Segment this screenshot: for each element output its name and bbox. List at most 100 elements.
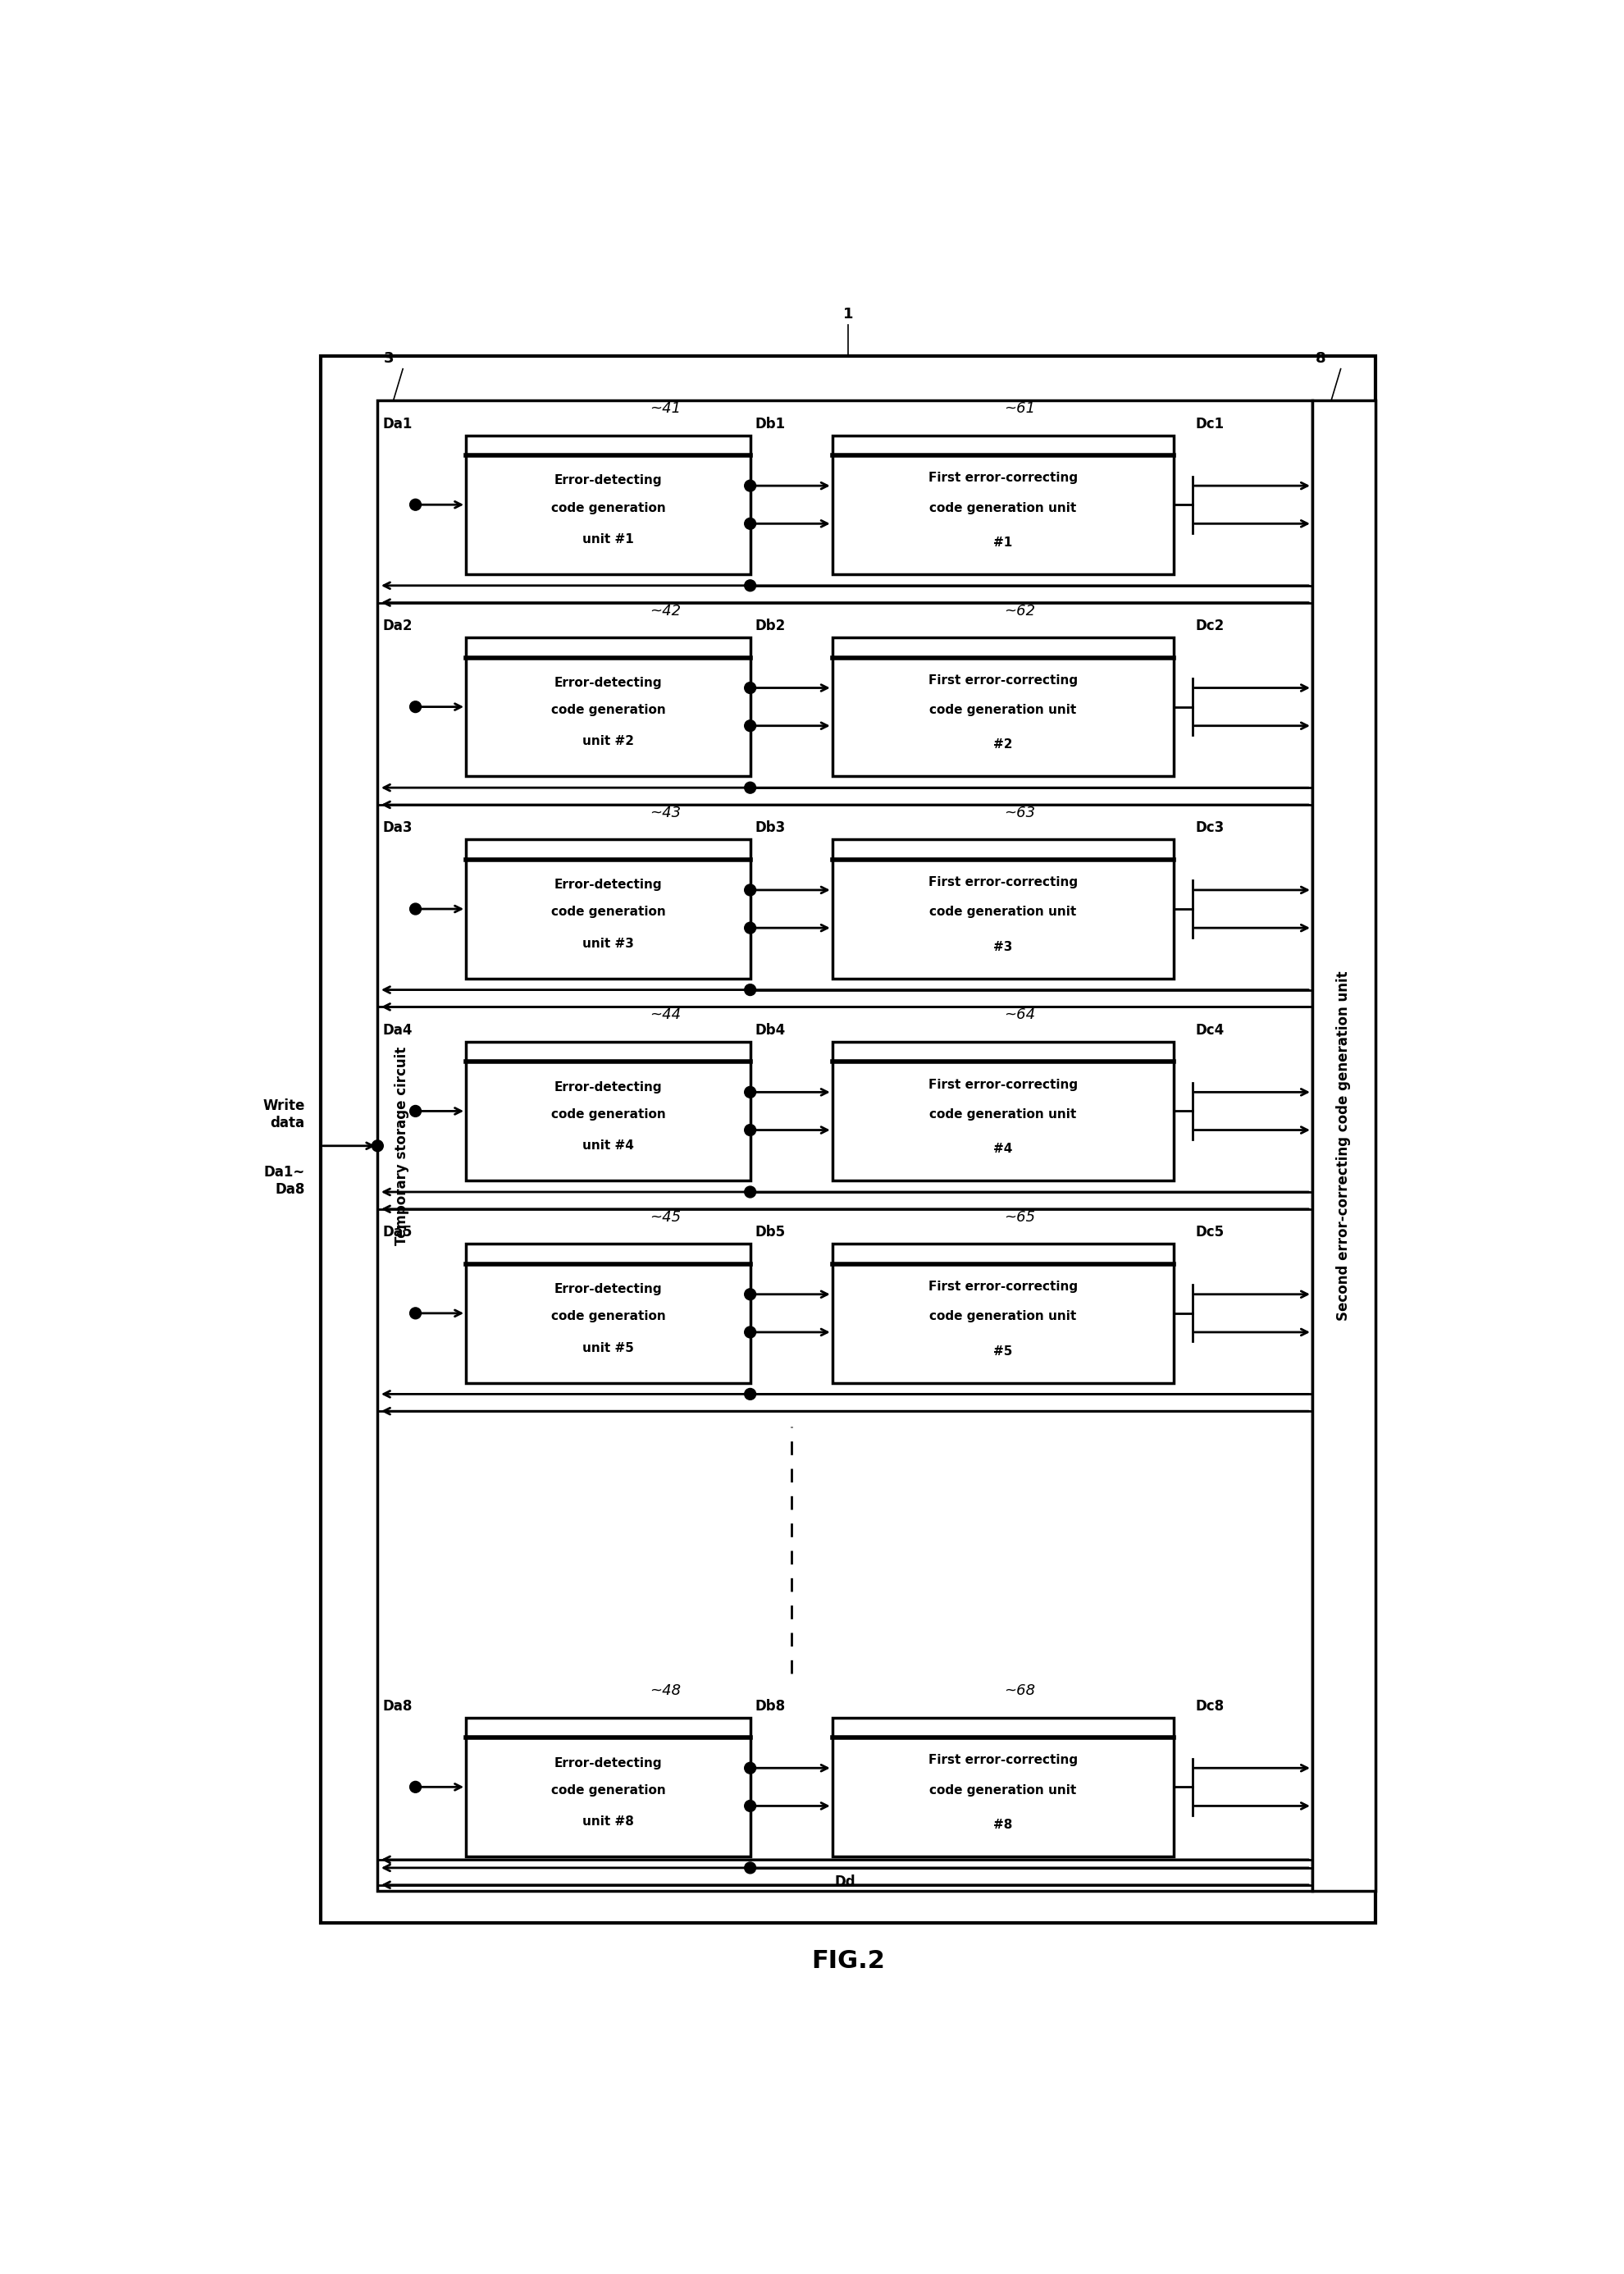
Bar — [466, 1717, 750, 1856]
Text: Db1: Db1 — [755, 416, 786, 432]
Text: ~63: ~63 — [1004, 805, 1036, 821]
Text: 8: 8 — [1315, 350, 1325, 366]
Text: unit #8: unit #8 — [583, 1815, 633, 1828]
Text: First error-correcting: First error-correcting — [929, 1280, 1077, 1294]
Text: Da5: Da5 — [383, 1226, 412, 1239]
Circle shape — [744, 682, 755, 694]
Circle shape — [409, 700, 421, 712]
Text: Error-detecting: Error-detecting — [554, 475, 663, 487]
Text: Da1: Da1 — [383, 416, 412, 432]
Text: code generation unit: code generation unit — [929, 503, 1077, 514]
Text: code generation: code generation — [551, 1785, 666, 1796]
Text: ~48: ~48 — [650, 1683, 680, 1699]
Text: Db8: Db8 — [755, 1699, 786, 1715]
Bar — [833, 434, 1174, 573]
Circle shape — [744, 1801, 755, 1812]
Text: unit #5: unit #5 — [583, 1342, 633, 1353]
Text: Dc1: Dc1 — [1195, 416, 1224, 432]
Text: Dc5: Dc5 — [1195, 1226, 1224, 1239]
Bar — [466, 1041, 750, 1180]
Text: unit #4: unit #4 — [583, 1139, 633, 1153]
Bar — [1312, 400, 1376, 1892]
Circle shape — [744, 1187, 755, 1198]
Text: FIG.2: FIG.2 — [812, 1949, 885, 1972]
Text: unit #2: unit #2 — [583, 735, 633, 748]
Text: Da2: Da2 — [382, 619, 412, 634]
Text: Db3: Db3 — [755, 821, 786, 835]
Bar — [378, 400, 1312, 1892]
Circle shape — [744, 885, 755, 896]
Text: code generation: code generation — [551, 503, 666, 514]
Bar — [466, 637, 750, 775]
Text: code generation: code generation — [551, 705, 666, 716]
Text: ~64: ~64 — [1004, 1007, 1036, 1023]
Text: #5: #5 — [994, 1344, 1012, 1358]
Bar — [322, 357, 1376, 1924]
Text: ~45: ~45 — [650, 1210, 680, 1226]
Text: Error-detecting: Error-detecting — [554, 1080, 663, 1094]
Circle shape — [744, 480, 755, 491]
Text: #2: #2 — [994, 739, 1012, 750]
Text: Error-detecting: Error-detecting — [554, 678, 663, 689]
Text: code generation unit: code generation unit — [929, 1107, 1077, 1121]
Circle shape — [744, 1762, 755, 1774]
Bar — [833, 839, 1174, 978]
Text: code generation unit: code generation unit — [929, 1310, 1077, 1323]
Bar — [833, 1041, 1174, 1180]
Text: Db4: Db4 — [755, 1023, 786, 1037]
Text: code generation unit: code generation unit — [929, 905, 1077, 919]
Text: 3: 3 — [383, 350, 395, 366]
Bar — [466, 434, 750, 573]
Text: Dc3: Dc3 — [1195, 821, 1224, 835]
Text: Error-detecting: Error-detecting — [554, 1283, 663, 1296]
Text: Dc8: Dc8 — [1195, 1699, 1224, 1715]
Text: code generation: code generation — [551, 1310, 666, 1323]
Text: Second error-correcting code generation unit: Second error-correcting code generation … — [1337, 971, 1351, 1321]
Circle shape — [744, 1123, 755, 1135]
Circle shape — [744, 518, 755, 530]
Bar — [833, 1244, 1174, 1383]
Text: Da1~
Da8: Da1~ Da8 — [263, 1164, 305, 1196]
Circle shape — [744, 1389, 755, 1401]
Text: Da3: Da3 — [382, 821, 412, 835]
Text: Temporary storage circuit: Temporary storage circuit — [395, 1046, 409, 1246]
Circle shape — [744, 1087, 755, 1098]
Circle shape — [744, 721, 755, 732]
Circle shape — [744, 1862, 755, 1874]
Circle shape — [744, 985, 755, 996]
Text: ~61: ~61 — [1004, 400, 1036, 416]
Circle shape — [372, 1139, 383, 1151]
Text: ~62: ~62 — [1004, 603, 1036, 619]
Circle shape — [409, 1308, 421, 1319]
Text: code generation unit: code generation unit — [929, 1785, 1077, 1796]
Text: Da4: Da4 — [382, 1023, 412, 1037]
Text: unit #1: unit #1 — [583, 534, 633, 546]
Text: ~68: ~68 — [1004, 1683, 1036, 1699]
Text: First error-correcting: First error-correcting — [929, 1078, 1077, 1092]
Circle shape — [744, 782, 755, 794]
Text: Dd: Dd — [835, 1874, 856, 1890]
Text: Error-detecting: Error-detecting — [554, 1758, 663, 1769]
Text: #1: #1 — [994, 537, 1012, 548]
Circle shape — [744, 1289, 755, 1301]
Circle shape — [409, 903, 421, 914]
Text: #8: #8 — [994, 1819, 1012, 1831]
Text: ~43: ~43 — [650, 805, 680, 821]
Circle shape — [409, 1105, 421, 1117]
Text: First error-correcting: First error-correcting — [929, 875, 1077, 889]
Bar — [833, 1717, 1174, 1856]
Circle shape — [409, 1781, 421, 1792]
Circle shape — [409, 498, 421, 509]
Bar — [466, 1244, 750, 1383]
Text: ~65: ~65 — [1004, 1210, 1036, 1226]
Text: ~41: ~41 — [650, 400, 680, 416]
Text: Write
data: Write data — [263, 1098, 305, 1130]
Circle shape — [744, 923, 755, 935]
Text: Error-detecting: Error-detecting — [554, 878, 663, 891]
Text: #3: #3 — [994, 941, 1012, 953]
Text: ~44: ~44 — [650, 1007, 680, 1023]
Text: code generation: code generation — [551, 1107, 666, 1121]
Text: code generation unit: code generation unit — [929, 705, 1077, 716]
Text: Dc4: Dc4 — [1195, 1023, 1224, 1037]
Text: Da8: Da8 — [383, 1699, 412, 1715]
